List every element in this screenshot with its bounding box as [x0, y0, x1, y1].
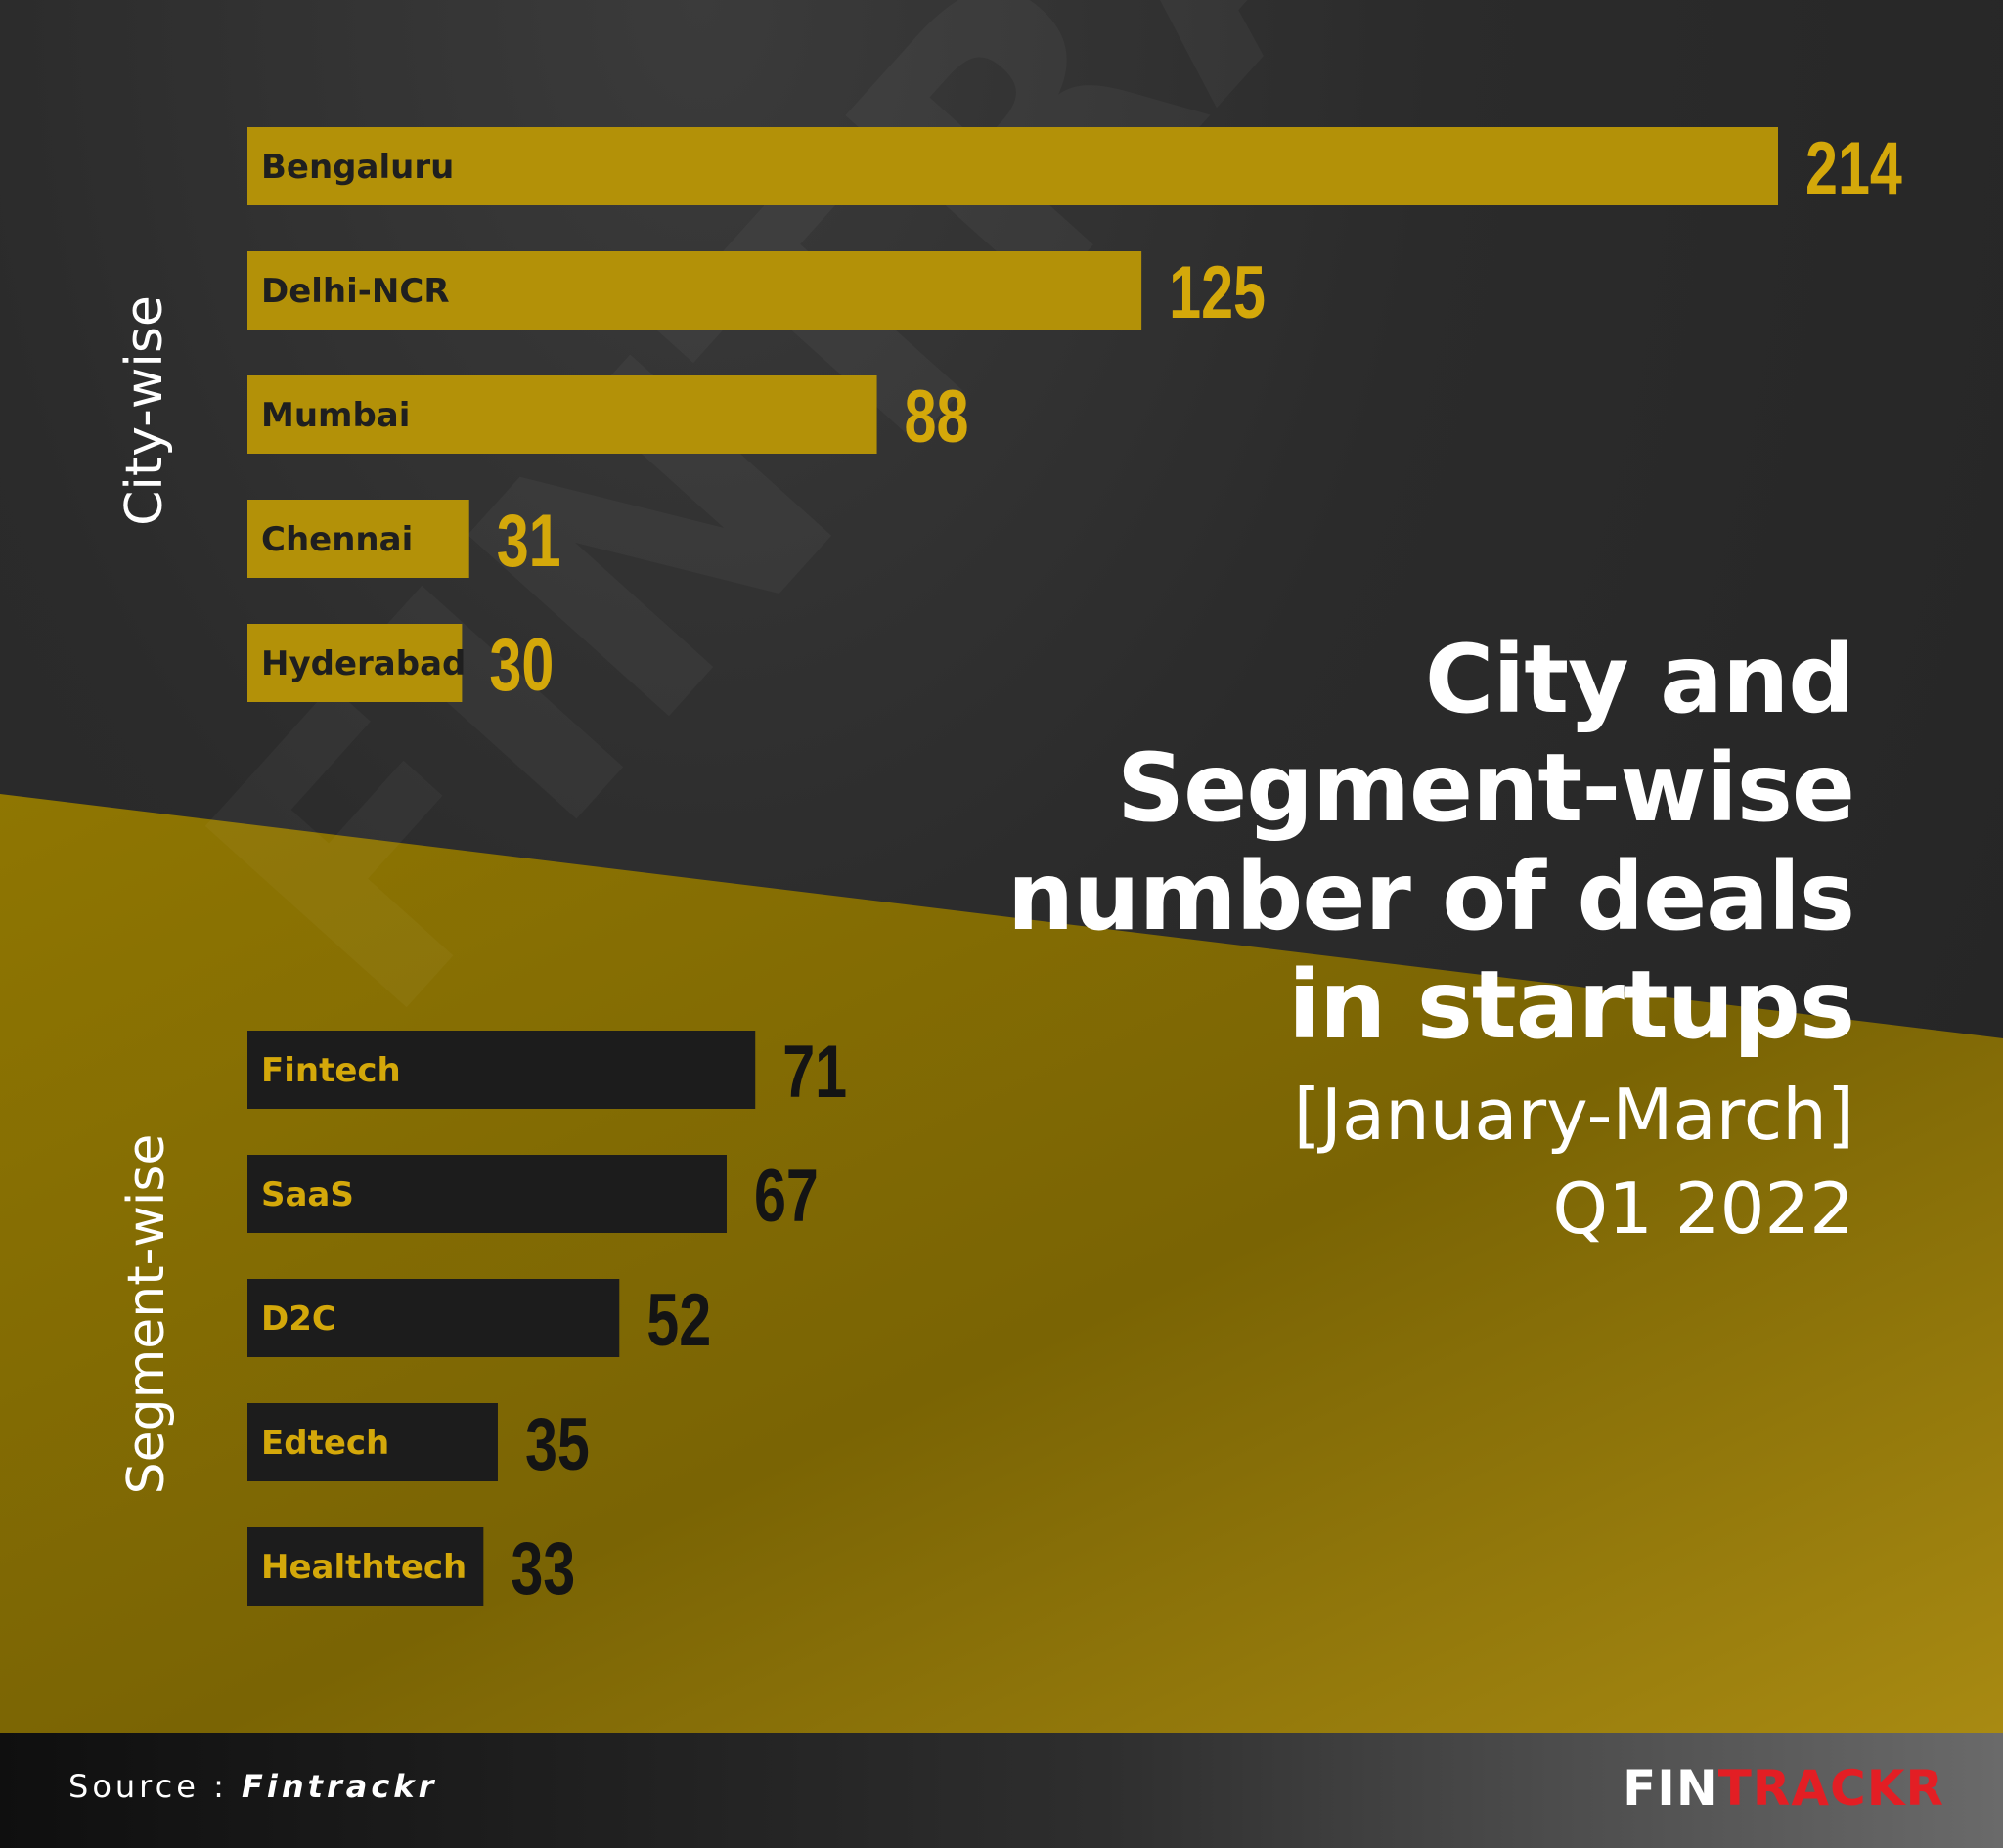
city-bar: [247, 624, 463, 702]
segment-bar: [247, 1155, 727, 1233]
segment-value-label: 71: [782, 1031, 847, 1114]
segment-value-label: 35: [525, 1403, 590, 1486]
city-category-label: Bengaluru: [261, 148, 454, 187]
logo-white-part: FIN: [1623, 1760, 1718, 1817]
city-bar: [247, 127, 1778, 205]
segment-bar: [247, 1031, 756, 1109]
segment-category-label: Edtech: [261, 1424, 389, 1463]
city-bar: [247, 251, 1142, 330]
city-category-label: Hyderabad: [261, 644, 466, 683]
footer: [0, 1733, 2003, 1848]
source-credit: Source : Fintrackr: [68, 1768, 437, 1805]
city-value-label: 214: [1805, 127, 1902, 210]
source-name: Fintrackr: [242, 1768, 438, 1805]
city-category-label: Mumbai: [261, 396, 410, 435]
segment-value-label: 67: [754, 1155, 819, 1238]
city-value-label: 30: [489, 624, 554, 707]
segment-bar: [247, 1527, 484, 1606]
city-bar: [247, 500, 469, 578]
title-line: City and: [1424, 625, 1855, 734]
city-wise-label: City-wise: [115, 295, 174, 526]
segment-category-label: Fintech: [261, 1051, 401, 1090]
chart-title: City and Segment-wise number of deals in…: [876, 625, 1855, 1060]
city-value-label: 88: [905, 375, 969, 459]
period-range: [January-March]: [1293, 1074, 1854, 1156]
segment-category-label: Healthtech: [261, 1548, 467, 1587]
city-category-label: Chennai: [261, 520, 413, 559]
period-quarter: Q1 2022: [1552, 1167, 1854, 1250]
logo-red-part: TRACKR: [1717, 1760, 1944, 1817]
title-line: in startups: [1288, 950, 1855, 1060]
fintrackr-logo: FINTRACKR: [1623, 1760, 1944, 1817]
city-bar: [247, 375, 877, 454]
city-value-label: 31: [497, 500, 561, 583]
segment-bar: [247, 1279, 620, 1357]
segment-value-label: 33: [511, 1527, 575, 1610]
segment-wise-label: Segment-wise: [117, 1133, 176, 1495]
chart-period: [January-March] Q1 2022: [1294, 1068, 1854, 1255]
bar-chart: Bengaluru 214 Delhi-NCR 125 Mumbai 88 Chennai 3…: [247, 127, 1902, 1610]
segment-category-label: SaaS: [261, 1175, 354, 1214]
source-prefix: Source :: [68, 1768, 243, 1805]
gold-background: [0, 794, 2003, 1733]
city-category-label: Delhi-NCR: [261, 272, 450, 311]
city-value-label: 125: [1169, 251, 1266, 334]
segment-bar: [247, 1403, 498, 1481]
segment-value-label: 52: [646, 1279, 711, 1362]
title-line: Segment-wise: [1116, 733, 1855, 843]
title-line: number of deals: [1006, 842, 1855, 951]
segment-category-label: D2C: [261, 1299, 336, 1339]
